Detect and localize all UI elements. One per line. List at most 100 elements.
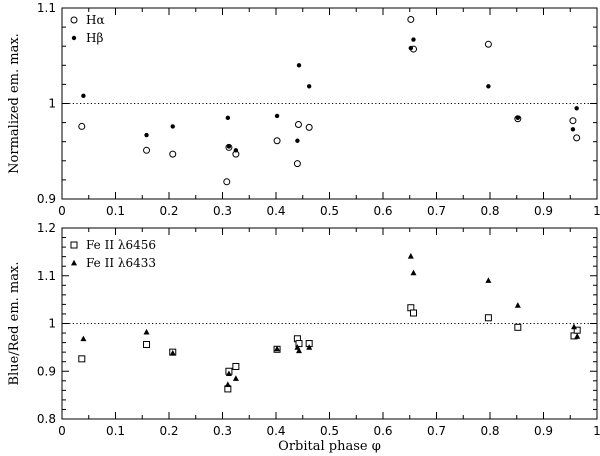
data-point — [514, 302, 521, 308]
data-point — [225, 115, 231, 121]
y-tick-label: 1.1 — [37, 269, 56, 283]
panel-1: 0 0.1 0.2 0.3 0.4 0.5 0.6 0.7 0.8 0.9 1 0.9 1 1.1 Norm… — [7, 1, 600, 218]
data-point — [515, 115, 521, 121]
y-tick-label: 0.9 — [37, 364, 56, 378]
data-point — [407, 15, 415, 23]
x-tick-label: 0.9 — [534, 204, 553, 218]
data-point — [226, 144, 232, 149]
series-2 — [80, 252, 581, 388]
legend-label: Hα — [86, 13, 105, 27]
data-point — [485, 277, 492, 283]
data-point — [306, 84, 312, 89]
x-tick-label: 0.4 — [266, 424, 285, 438]
y-axis-label: Normalized em. max. — [7, 33, 22, 174]
data-point — [573, 134, 581, 142]
data-point — [570, 127, 576, 132]
legend-label: Hβ — [86, 31, 103, 45]
data-point — [574, 333, 581, 339]
legend-marker — [71, 35, 77, 41]
x-tick-label: 0.3 — [213, 424, 232, 438]
x-axis-label: Orbital phase φ — [278, 439, 381, 454]
data-point — [78, 355, 86, 363]
x-tick-label: 0.8 — [480, 424, 499, 438]
legend-label: Fe II λ6433 — [86, 256, 156, 270]
y-tick-label: 1.2 — [37, 221, 56, 235]
data-point — [273, 137, 281, 145]
x-tick-label: 0.9 — [534, 424, 553, 438]
y-axis-label: Blue/Red em. max. — [7, 262, 22, 386]
data-point — [305, 123, 313, 131]
x-tick-label: 0.7 — [427, 424, 446, 438]
panel-2: 0 0.1 0.2 0.3 0.4 0.5 0.6 0.7 0.8 0.9 1 0.8 0.9 1 1.1 1… — [7, 221, 600, 454]
data-point — [295, 340, 303, 348]
data-point — [232, 375, 239, 381]
data-point — [407, 252, 414, 259]
series-1 — [78, 304, 581, 393]
data-point — [294, 121, 302, 129]
data-point — [514, 323, 522, 331]
legend-marker — [71, 259, 77, 266]
data-point — [170, 124, 175, 129]
data-point — [293, 160, 301, 168]
data-point — [411, 37, 416, 42]
data-point — [143, 328, 150, 335]
y-tick-label: 1 — [48, 97, 56, 111]
data-point — [410, 269, 417, 276]
x-tick-label: 0 — [58, 204, 66, 218]
legend: Fe II λ6456 Fe II λ6433 — [70, 238, 156, 270]
data-point — [169, 150, 177, 158]
data-point — [570, 323, 577, 330]
data-point — [81, 93, 86, 99]
legend-label: Fe II λ6456 — [86, 238, 156, 252]
data-point — [295, 138, 300, 143]
y-tick-label: 1 — [48, 317, 56, 331]
x-tick-label: 0.7 — [427, 204, 446, 218]
data-point — [484, 40, 492, 48]
x-tick-label: 0.5 — [320, 424, 339, 438]
x-tick-label: 0 — [58, 424, 66, 438]
x-tick-label: 1 — [593, 424, 600, 438]
data-point — [224, 381, 231, 388]
data-point — [143, 146, 151, 154]
data-point — [484, 314, 492, 322]
data-point — [232, 362, 240, 370]
x-tick-label: 0.1 — [106, 424, 125, 438]
data-point — [169, 349, 176, 356]
x-tick-label: 0.2 — [159, 204, 178, 218]
legend-marker — [70, 241, 78, 249]
data-point — [143, 341, 151, 349]
series-2 — [81, 37, 579, 153]
y-tick-label: 0.8 — [37, 412, 56, 426]
x-tick-label: 0.6 — [373, 424, 392, 438]
data-point — [233, 148, 239, 153]
data-point — [574, 106, 579, 111]
series-1 — [78, 15, 581, 186]
data-point — [78, 122, 86, 130]
data-point — [408, 45, 414, 51]
data-point — [80, 335, 87, 342]
x-tick-label: 1 — [593, 204, 600, 218]
legend-marker — [70, 16, 78, 24]
x-tick-label: 0.5 — [320, 204, 339, 218]
data-point — [306, 344, 313, 350]
data-point — [296, 63, 302, 68]
x-tick-label: 0.6 — [373, 204, 392, 218]
x-tick-label: 0.2 — [159, 424, 178, 438]
data-point — [274, 345, 281, 352]
x-tick-label: 0.1 — [106, 204, 125, 218]
data-point — [274, 113, 280, 119]
data-point — [144, 132, 149, 138]
data-point — [573, 326, 581, 334]
data-point — [486, 84, 491, 89]
data-point — [296, 347, 303, 354]
x-tick-label: 0.3 — [213, 204, 232, 218]
x-tick-label: 0.8 — [480, 204, 499, 218]
legend: Hα Hβ — [70, 13, 105, 45]
data-point — [225, 370, 232, 377]
y-tick-label: 0.9 — [37, 192, 56, 206]
data-point — [569, 117, 577, 125]
y-tick-label: 1.1 — [37, 1, 56, 15]
data-point — [223, 178, 231, 186]
x-tick-label: 0.4 — [266, 204, 285, 218]
